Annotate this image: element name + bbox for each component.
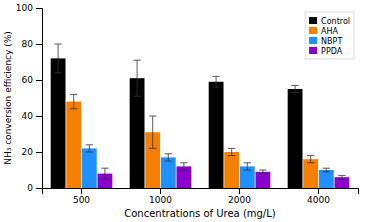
y-tick-mark [36, 80, 42, 81]
error-bar [244, 163, 251, 170]
error-bar [101, 168, 108, 179]
bar [51, 58, 66, 188]
series [66, 94, 318, 188]
y-tick: 80 [22, 39, 42, 49]
legend-item: PPDA [309, 47, 343, 56]
plot: 0 20 40 60 80 100 500 1000 2000 4000 ControlAHANBP… [16, 3, 359, 205]
legend: ControlAHANBPTPPDA [305, 12, 354, 59]
bar [255, 172, 270, 188]
y-axis-line [36, 9, 43, 189]
y-tick-mark [36, 116, 42, 117]
legend-swatch [309, 37, 317, 44]
error-bar [165, 154, 172, 161]
bar [319, 170, 334, 188]
legend-swatch [309, 47, 317, 54]
bar [224, 152, 239, 188]
y-tick: 100 [16, 3, 42, 13]
marks [51, 44, 350, 188]
error-bar [323, 168, 330, 172]
error-bar [259, 170, 266, 174]
x-tick-mark [81, 188, 82, 194]
x-tick-mark [239, 188, 240, 194]
series [51, 44, 303, 188]
error-bar [228, 148, 235, 155]
legend-swatch [309, 27, 317, 34]
bar [209, 82, 224, 188]
bar [288, 89, 303, 188]
bar [161, 157, 176, 188]
error-bar [291, 85, 298, 92]
error-bar [86, 145, 93, 152]
series [97, 163, 349, 188]
legend-frame [305, 12, 354, 59]
x-tick: 2000 [228, 188, 251, 205]
y-axis: 0 20 40 60 80 100 [16, 3, 43, 193]
x-axis: 500 1000 2000 4000 [43, 188, 359, 205]
error-bar [307, 156, 314, 163]
error-bar [70, 94, 77, 108]
x-tick: 500 [73, 188, 90, 205]
legend-item: Control [309, 17, 350, 26]
x-axis-line [43, 189, 359, 195]
y-tick-mark [36, 8, 42, 9]
y-tick-mark [36, 44, 42, 45]
legend-label: PPDA [321, 47, 343, 56]
x-tick-label: 500 [73, 195, 90, 205]
error-bar [54, 44, 61, 73]
y-tick-label: 60 [22, 75, 34, 85]
bar [303, 159, 318, 188]
x-tick-mark [318, 188, 319, 194]
y-tick-label: 20 [22, 147, 34, 157]
bar [66, 102, 81, 188]
legend-label: NBPT [321, 37, 342, 46]
y-tick-label: 0 [27, 183, 33, 193]
y-tick-mark [36, 152, 42, 153]
error-bar [212, 76, 219, 87]
x-tick: 4000 [307, 188, 330, 205]
y-tick: 20 [22, 147, 42, 157]
error-bar [149, 116, 156, 148]
error-bar [338, 175, 345, 179]
legend-swatch [309, 17, 317, 24]
chart: 0 20 40 60 80 100 500 1000 2000 4000 ControlAHANBP… [0, 0, 368, 222]
y-tick: 60 [22, 75, 42, 85]
y-tick: 0 [27, 183, 42, 193]
bar [82, 148, 97, 188]
error-bar [180, 163, 187, 170]
x-tick: 1000 [149, 188, 172, 205]
legend-item: AHA [309, 27, 338, 36]
y-tick: 40 [22, 111, 42, 121]
x-tick-label: 2000 [228, 195, 251, 205]
legend-label: Control [321, 17, 350, 26]
x-tick-label: 1000 [149, 195, 172, 205]
legend-label: AHA [321, 27, 338, 36]
series [82, 145, 334, 188]
y-axis-title: NH₃ conversion efficiency (%) [3, 31, 13, 165]
error-bar [133, 60, 140, 96]
y-tick-label: 80 [22, 39, 34, 49]
y-tick-label: 100 [16, 3, 33, 13]
legend-item: NBPT [309, 37, 342, 46]
y-tick-label: 40 [22, 111, 34, 121]
y-tick-mark [36, 188, 42, 189]
x-tick-label: 4000 [307, 195, 330, 205]
x-tick-mark [160, 188, 161, 194]
x-axis-title: Concentrations of Urea (mg/L) [124, 208, 276, 219]
